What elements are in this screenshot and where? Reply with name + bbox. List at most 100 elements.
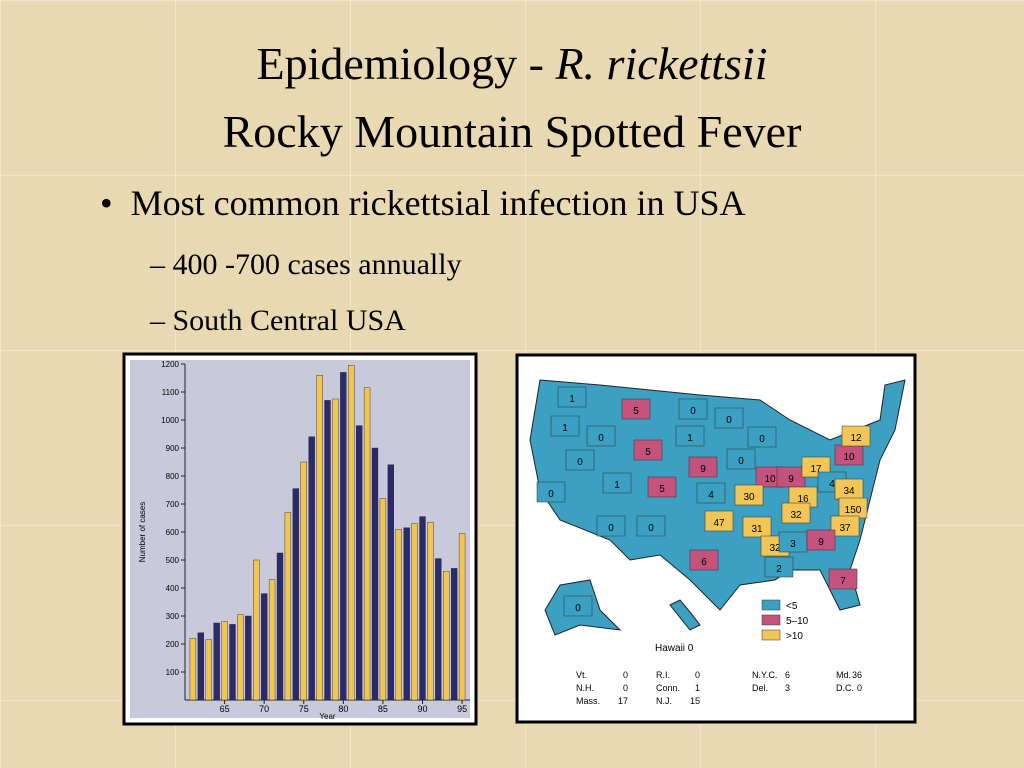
state-label: 0 — [726, 415, 732, 426]
y-tick-label: 1000 — [161, 416, 179, 425]
state-label: 0 — [577, 457, 583, 468]
state-label: 4 — [829, 479, 835, 490]
table-cell: 17 — [618, 696, 628, 706]
table-cell: 0 — [623, 670, 628, 680]
x-tick-label: 70 — [259, 704, 269, 714]
state-label: 10 — [843, 452, 855, 463]
state-label: 47 — [713, 518, 725, 529]
table-cell: Md. — [836, 670, 851, 680]
state-region — [764, 556, 794, 578]
bar — [292, 488, 300, 701]
bar — [363, 387, 371, 701]
state-label: 5 — [645, 447, 651, 458]
state-label: 32 — [790, 510, 802, 521]
bar — [189, 638, 197, 701]
state-label: 0 — [548, 489, 554, 500]
table-cell: N.H. — [576, 683, 594, 693]
state-region — [704, 510, 734, 532]
state-region — [828, 568, 858, 590]
state-label: 17 — [810, 464, 822, 475]
bar — [316, 375, 323, 701]
y-tick-label: 200 — [166, 640, 180, 649]
state-label: 37 — [839, 523, 851, 534]
sub-bullet: – South Central USA — [150, 304, 406, 337]
bar — [348, 365, 355, 701]
y-tick-label: 800 — [166, 472, 180, 481]
state-region — [734, 484, 764, 506]
state-region — [557, 386, 587, 408]
bar — [387, 464, 395, 701]
bar — [458, 533, 466, 701]
state-label: 0 — [759, 434, 765, 445]
x-axis-label: Year — [319, 712, 336, 721]
bar — [419, 516, 426, 701]
x-tick-label: 90 — [417, 704, 427, 714]
table-cell: Del. — [752, 683, 768, 693]
state-label: 0 — [690, 406, 696, 417]
state-label: 1 — [687, 433, 693, 444]
state-region — [781, 502, 811, 524]
legend-label: 5–10 — [786, 616, 809, 627]
state-label: 10 — [764, 474, 776, 485]
table-cell: Vt. — [576, 670, 587, 680]
state-region — [563, 595, 593, 617]
x-tick-label: 75 — [299, 704, 309, 714]
x-tick-label: 95 — [457, 704, 467, 714]
state-label: 2 — [776, 564, 782, 575]
state-label: 0 — [648, 523, 654, 534]
state-label: 34 — [843, 486, 855, 497]
state-region — [602, 472, 632, 494]
bar — [427, 522, 434, 701]
state-label: 5 — [633, 406, 639, 417]
sub-bullet-text: South Central USA — [172, 304, 406, 337]
y-axis-label: Number of cases — [138, 502, 147, 562]
x-tick-label: 85 — [378, 704, 388, 714]
bar — [450, 568, 458, 701]
title-line-2: Rocky Mountain Spotted Fever — [222, 106, 802, 157]
x-tick-label: 80 — [338, 704, 348, 714]
state-region — [675, 425, 705, 447]
state-region — [678, 398, 708, 420]
bar — [443, 571, 450, 701]
state-label: 9 — [700, 464, 706, 475]
state-region — [726, 448, 756, 470]
bar — [324, 400, 331, 701]
chart-bg — [130, 360, 470, 718]
bar — [300, 461, 307, 701]
bullet: • Most common rickettsial infection in U… — [100, 183, 746, 223]
state-label: 0 — [575, 603, 581, 614]
state-label: 1 — [562, 423, 568, 434]
table-cell: 0 — [857, 683, 862, 693]
state-label: 0 — [738, 456, 744, 467]
table-cell: N.J. — [656, 696, 672, 706]
bar — [205, 639, 212, 701]
state-region — [696, 482, 726, 504]
table-cell: 15 — [690, 696, 700, 706]
legend-swatch — [761, 629, 781, 641]
y-tick-label: 300 — [166, 612, 180, 621]
bar — [435, 558, 442, 701]
state-label: 7 — [840, 576, 846, 587]
legend-swatch — [761, 614, 781, 626]
bar — [411, 523, 418, 701]
bar — [260, 593, 268, 701]
y-tick-label: 100 — [166, 668, 180, 677]
table-cell: 0 — [695, 670, 700, 680]
bar — [213, 622, 220, 701]
bar — [403, 527, 410, 701]
state-label: 9 — [788, 474, 794, 485]
bar — [221, 621, 228, 701]
hawaii-label: Hawaii 0 — [655, 643, 694, 654]
bar — [308, 436, 315, 701]
state-region — [688, 456, 718, 478]
state-label: 0 — [608, 523, 614, 534]
sub-bullet: – 400 -700 cases annually — [150, 248, 462, 281]
table-cell: 36 — [852, 670, 862, 680]
bar — [395, 529, 402, 701]
state-label: 1 — [614, 480, 620, 491]
state-region — [586, 425, 616, 447]
state-region — [596, 515, 626, 537]
bar — [355, 425, 363, 701]
bar — [284, 512, 292, 701]
